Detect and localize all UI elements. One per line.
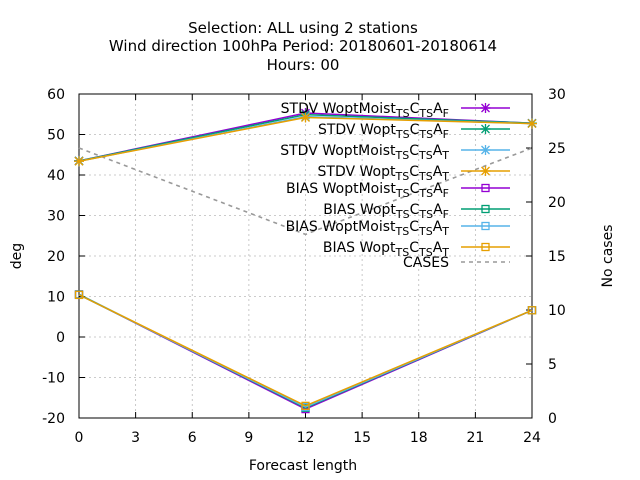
legend-label-1: STDV WoptTSCTSAF: [318, 122, 449, 141]
title-line-2: Wind direction 100hPa Period: 20180601-2…: [109, 37, 497, 55]
y2-tick-label: 5: [548, 357, 557, 373]
series-point-7-1: [301, 401, 310, 411]
x-tick-label: 18: [410, 430, 428, 446]
y-tick-label: 20: [47, 249, 65, 265]
x-tick-label: 9: [244, 430, 253, 446]
series-point-3-2: [527, 118, 537, 129]
legend-label-2: STDV WoptMoistTSCTSAT: [280, 143, 449, 162]
x-tick-label: 24: [523, 430, 541, 446]
series-point-7-0: [74, 290, 84, 300]
y-axis-label: deg: [9, 243, 25, 269]
chart-title: Selection: ALL using 2 stations Wind dir…: [109, 19, 497, 74]
grid: [79, 94, 532, 418]
y2-axis-label: No cases: [600, 225, 616, 288]
legend-label-8: CASES: [403, 255, 449, 271]
legend-label-3: STDV WoptTSCTSAT: [318, 164, 450, 183]
y-tick-label: -10: [42, 371, 65, 387]
legend-marker-4: [481, 183, 490, 193]
y-tick-label: 50: [47, 128, 65, 144]
y2-tick-label: 25: [548, 141, 566, 157]
y2-tick-label: 20: [548, 195, 566, 211]
legend-label-0: STDV WoptMoistTSCTSAF: [281, 101, 449, 120]
y-tick-label: 60: [47, 87, 65, 103]
axis-ticks: 0 3 6 9 12 15 18 21 24 -20 -10 0 10 20 30 40 50 60 0 5 10 15 2…: [42, 87, 566, 446]
y2-tick-label: 15: [548, 249, 566, 265]
y2-tick-label: 10: [548, 303, 566, 319]
series-point-3-0: [74, 156, 84, 167]
x-tick-label: 0: [75, 430, 84, 446]
y-tick-label: 40: [47, 168, 65, 184]
series-point-3-1: [300, 112, 311, 123]
x-tick-label: 21: [466, 430, 484, 446]
x-tick-label: 12: [297, 430, 315, 446]
y2-tick-label: 0: [548, 411, 557, 427]
legend-marker-5: [481, 204, 490, 214]
x-tick-label: 6: [188, 430, 197, 446]
legend-marker-6: [481, 221, 490, 231]
x-tick-label: 3: [131, 430, 140, 446]
legend-marker-3: [480, 166, 491, 176]
legend-marker-7: [481, 242, 490, 252]
legend-label-5: BIAS WoptTSCTSAF: [323, 202, 449, 221]
y2-tick-label: 30: [548, 87, 566, 103]
legend-label-7: BIAS WoptTSCTSAT: [323, 240, 449, 259]
legend-marker-0: [480, 103, 491, 113]
y-tick-label: 0: [56, 330, 65, 346]
series-line-8: [78, 147, 533, 236]
series-group: [74, 108, 537, 414]
y-tick-label: -20: [42, 411, 65, 427]
series-line-4: [78, 293, 533, 410]
legend-label-4: BIAS WoptMoistTSCTSAF: [286, 181, 449, 200]
series-point-7-2: [527, 306, 537, 315]
legend-label-6: BIAS WoptMoistTSCTSAT: [286, 219, 450, 238]
title-line-3: Hours: 00: [267, 56, 340, 74]
legend-marker-1: [480, 124, 491, 134]
title-line-1: Selection: ALL using 2 stations: [188, 19, 418, 37]
x-tick-label: 15: [353, 430, 371, 446]
legend: STDV WoptMoistTSCTSAF STDV WoptTSCTSAF STD…: [280, 101, 510, 271]
x-axis-label: Forecast length: [249, 458, 357, 474]
y-tick-label: 30: [47, 209, 65, 225]
legend-marker-2: [480, 145, 491, 155]
y-tick-label: 10: [47, 290, 65, 306]
series-line-7: [78, 294, 533, 407]
